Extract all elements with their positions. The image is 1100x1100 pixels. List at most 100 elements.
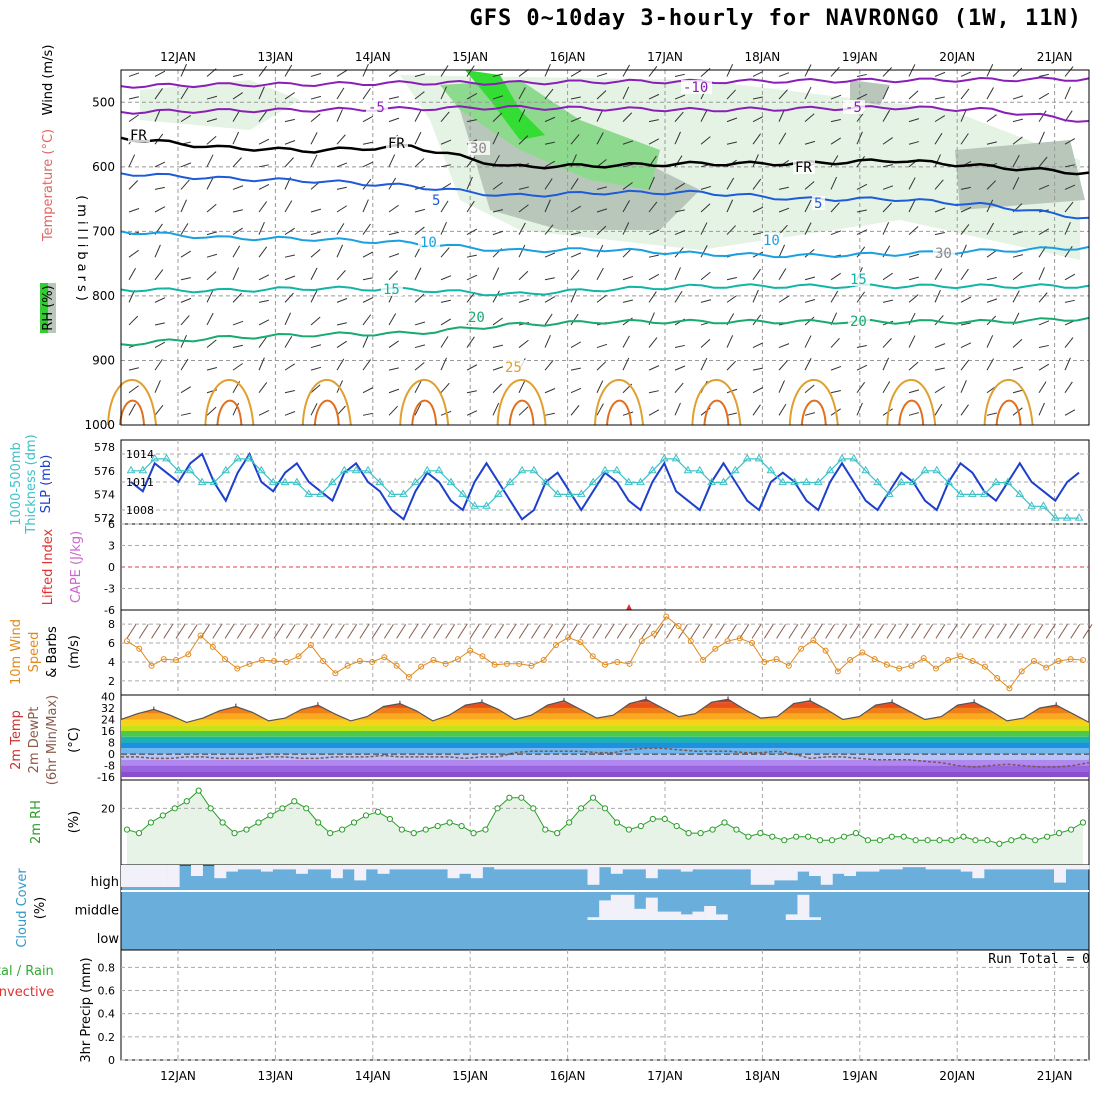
- thickness-point: [446, 477, 456, 486]
- wind-barb: [960, 322, 971, 326]
- date-tick-top: 20JAN: [939, 50, 975, 64]
- wind-barb-10m: [126, 624, 137, 639]
- wind-barb: [1012, 95, 1024, 100]
- wind-speed-point: [626, 660, 633, 667]
- wind-barb: [180, 162, 192, 168]
- slp-axis-label: SLP (mb): [39, 455, 54, 514]
- rh-point: [805, 833, 812, 840]
- wind-barb: [986, 276, 997, 281]
- wind-barb: [830, 118, 841, 123]
- wind-barb: [674, 365, 686, 371]
- rh-point: [589, 794, 597, 801]
- rh-point: [135, 830, 143, 837]
- contour-label: 15: [383, 282, 400, 298]
- rh-point: [458, 822, 465, 830]
- wind-barb: [752, 71, 764, 77]
- wind-speed-point: [785, 662, 792, 669]
- thickness-point: [956, 489, 965, 497]
- rh-point: [817, 837, 824, 844]
- rh-point: [1020, 833, 1027, 840]
- wind-barb: [414, 321, 426, 326]
- wind-barb-10m: [567, 624, 578, 639]
- rh-point: [446, 819, 453, 826]
- contour-label: FR: [795, 160, 812, 176]
- wind-barb: [622, 64, 630, 77]
- thickness-point: [659, 453, 669, 462]
- cloud-mid-bar: [657, 911, 670, 920]
- wind-barb-10m: [531, 624, 541, 639]
- thickness-point: [553, 489, 562, 497]
- cloud-high-bar: [144, 865, 157, 887]
- rh-point: [195, 787, 202, 794]
- rh-point: [303, 805, 310, 812]
- wind-barb: [648, 119, 659, 123]
- wind-barb: [726, 141, 737, 145]
- wind-barb-10m: [506, 624, 517, 639]
- wind-barb: [258, 86, 265, 100]
- wind-barb: [960, 244, 967, 258]
- temp-band: [121, 742, 1089, 749]
- wind-barb-10m: [236, 624, 247, 639]
- wind-barb: [180, 199, 187, 213]
- wind-barb: [908, 141, 920, 145]
- wind-speed-point: [638, 638, 645, 645]
- rh-point: [721, 819, 728, 826]
- rh-point: [267, 812, 274, 819]
- cloud-high-bar: [295, 865, 308, 874]
- date-tick-top: 17JAN: [647, 50, 683, 64]
- wind-barb: [128, 114, 139, 123]
- wind-barb: [648, 201, 658, 213]
- wind-barb: [804, 199, 812, 213]
- contour-label-bg: [418, 235, 440, 249]
- wind-speed-point: [124, 638, 130, 645]
- wind-barb: [414, 91, 425, 100]
- rh-point: [482, 826, 489, 833]
- wind-barb: [544, 313, 553, 326]
- wind-barb: [934, 367, 945, 371]
- wind-barb: [154, 70, 166, 77]
- cloud-high-bar: [680, 865, 693, 872]
- wind-barb: [648, 365, 660, 371]
- wind-barb-10m: [396, 624, 407, 639]
- thickness-point: [825, 465, 835, 474]
- cloud-high-bar: [470, 865, 483, 879]
- wind-barb-10m: [604, 624, 615, 639]
- wind-speed-point: [479, 653, 486, 660]
- wind-barb-10m: [212, 624, 223, 639]
- wind-barb: [934, 179, 944, 190]
- wind-barb: [310, 384, 321, 394]
- wind-barb: [336, 87, 345, 100]
- date-tick-bottom: 14JAN: [355, 1069, 391, 1083]
- wind-barb: [960, 186, 971, 190]
- wind-barb: [180, 223, 189, 235]
- rh-point: [1067, 826, 1075, 833]
- wind-barb: [934, 403, 943, 416]
- minmax-axis-label: (6hr Min/Max): [45, 695, 60, 785]
- cloud-high-bar: [704, 865, 717, 870]
- precip-unit-label: 3hr Precip (mm): [79, 957, 94, 1062]
- wind-barb-10m: [261, 624, 272, 639]
- isotherm-25-lobe: [594, 378, 644, 426]
- wind-speed-point: [847, 657, 854, 664]
- wind-barb: [674, 182, 686, 190]
- cloud-high-bar: [575, 865, 588, 870]
- li-tick-label: 6: [108, 518, 115, 531]
- isotherm-25-lobe: [204, 378, 255, 426]
- cloud-high-bar: [494, 865, 507, 870]
- wind-barb: [466, 200, 475, 213]
- rh-point: [255, 819, 262, 826]
- temp-tick-label: 24: [101, 713, 115, 726]
- wind-barb-10m: [187, 624, 198, 639]
- wind-barb-10m: [629, 624, 639, 639]
- wind-barb: [362, 277, 373, 281]
- wind-barb: [1064, 273, 1076, 281]
- rh-point: [494, 805, 501, 812]
- wind-barb: [804, 335, 812, 348]
- wind-speed-line: [126, 615, 1084, 690]
- wind-barb: [206, 118, 218, 123]
- wind-barb: [232, 110, 241, 122]
- cloud-high-bar: [365, 865, 378, 870]
- contour-label: FR: [130, 128, 147, 144]
- wind-barb: [284, 275, 296, 281]
- wind-speed-point: [798, 645, 805, 652]
